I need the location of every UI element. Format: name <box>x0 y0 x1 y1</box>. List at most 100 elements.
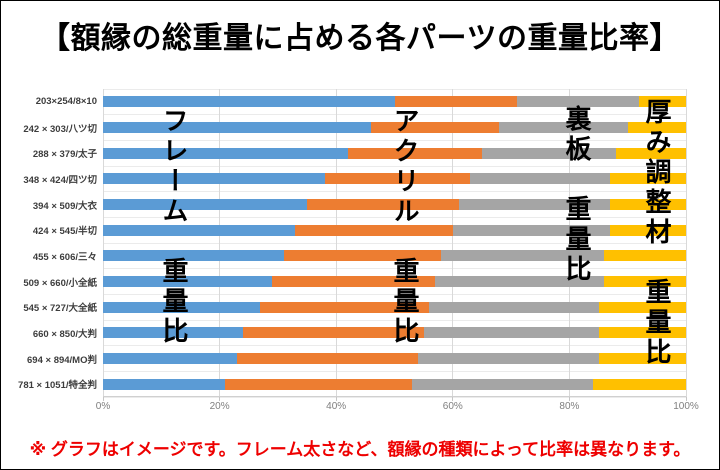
bar-segment <box>103 250 284 262</box>
category-label: 509 × 660/小全紙 <box>23 277 97 289</box>
x-gridline <box>102 89 104 397</box>
stacked-bar <box>103 276 686 288</box>
bar-segment <box>371 122 500 133</box>
stacked-bar <box>103 250 686 262</box>
bar-segment <box>417 353 599 365</box>
bar-segment <box>225 378 412 390</box>
plot-area <box>102 88 687 401</box>
bar-segment <box>499 122 628 133</box>
bar-segment <box>260 301 430 313</box>
stacked-bar <box>103 96 686 108</box>
bar-segment <box>411 378 593 390</box>
x-tick-mark <box>568 397 570 401</box>
bar-segment <box>604 276 686 288</box>
bar-row <box>103 371 686 397</box>
category-gridline <box>103 242 686 244</box>
x-gridline <box>335 89 337 397</box>
bar-segment <box>103 147 348 159</box>
category-label: 424 × 545/半切 <box>32 226 97 238</box>
bar-row <box>103 89 686 115</box>
bar-segment <box>347 147 482 159</box>
x-tick-label: 60% <box>442 401 463 412</box>
category-gridline <box>103 191 686 193</box>
x-gridline <box>452 89 454 397</box>
category-label: 288 × 379/太子 <box>32 149 97 161</box>
bar-segment <box>470 173 611 185</box>
bar-segment <box>103 327 243 339</box>
category-gridline <box>103 293 686 295</box>
bar-row <box>103 166 686 192</box>
category-label: 545 × 727/大全紙 <box>23 303 97 315</box>
bar-segment <box>272 276 436 288</box>
bar-segment <box>324 173 471 185</box>
category-gridline <box>103 139 686 141</box>
bar-row <box>103 320 686 346</box>
category-label: 394 × 509/大衣 <box>32 200 97 212</box>
bar-segment <box>481 147 617 159</box>
overlay-label-spacer: 厚み調整材 重量比 <box>642 98 672 368</box>
category-label: 694 × 894/MO判 <box>27 354 97 366</box>
x-gridline <box>219 89 221 397</box>
bar-segment <box>458 199 611 211</box>
category-label: 455 × 606/三々 <box>32 251 97 263</box>
overlay-label-frame: フレーム 重量比 <box>159 107 189 347</box>
bar-segment <box>592 378 686 390</box>
bar-row <box>103 217 686 243</box>
x-axis-line <box>103 396 686 397</box>
stacked-bar <box>103 224 686 236</box>
x-tick-mark <box>335 397 337 401</box>
bar-segment <box>103 224 296 236</box>
bar-segment <box>103 353 238 365</box>
bar-segment <box>237 353 418 365</box>
bar-row <box>103 346 686 372</box>
stacked-bar <box>103 378 686 390</box>
bar-segment <box>103 173 325 185</box>
bar-segment <box>435 276 605 288</box>
x-tick-label: 80% <box>559 401 580 412</box>
bar-row <box>103 269 686 295</box>
stacked-bar <box>103 173 686 185</box>
overlay-label-acrylic: アクリル 重量比 <box>390 107 420 347</box>
bar-segment <box>429 301 599 313</box>
category-label: 781 × 1051/特全判 <box>18 380 97 392</box>
bar-segment <box>610 199 686 211</box>
bar-segment <box>452 224 611 236</box>
x-gridline <box>685 89 687 397</box>
x-tick-label: 0% <box>95 401 111 412</box>
stacked-bar <box>103 199 686 211</box>
x-gridline <box>568 89 570 397</box>
bar-segment <box>295 224 453 236</box>
bar-segment <box>610 173 686 185</box>
bar-row <box>103 294 686 320</box>
bar-segment <box>441 250 605 262</box>
bar-segment <box>423 327 599 339</box>
category-label: 348 × 424/四ツ切 <box>23 174 97 186</box>
category-gridline <box>103 345 686 347</box>
x-tick-mark <box>102 397 104 401</box>
category-gridline <box>103 88 686 90</box>
category-gridline <box>103 268 686 270</box>
bar-segment <box>103 276 273 288</box>
bar-segment <box>639 96 686 108</box>
x-axis-tick-labels: 0% 20% 40% 60% 80% 100% <box>96 401 699 415</box>
bar-segment <box>103 378 226 390</box>
bar-segment <box>394 96 517 108</box>
bar-segment <box>283 250 442 262</box>
x-tick-mark <box>219 397 221 401</box>
category-label: 660 × 850/大判 <box>32 328 97 340</box>
bar-segment <box>103 199 308 211</box>
stacked-bar <box>103 327 686 339</box>
stacked-bar <box>103 353 686 365</box>
x-tick-label: 20% <box>209 401 230 412</box>
disclaimer-note: ※ グラフはイメージです。フレーム太さなど、額縁の種類によって比率は異なります。 <box>29 440 691 459</box>
bar-segment <box>627 122 686 133</box>
category-gridline <box>103 370 686 372</box>
bar-segment <box>307 199 459 211</box>
stacked-bar <box>103 122 686 133</box>
x-tick-mark <box>452 397 454 401</box>
bar-row <box>103 243 686 269</box>
bar-segment <box>242 327 424 339</box>
y-axis-category-labels: 203×254/8×10 242 × 303/八ツ切 288 × 379/太子 348… <box>1 89 97 397</box>
chart-title: 【額縁の総重量に占める各パーツの重量比率】 <box>40 22 680 55</box>
